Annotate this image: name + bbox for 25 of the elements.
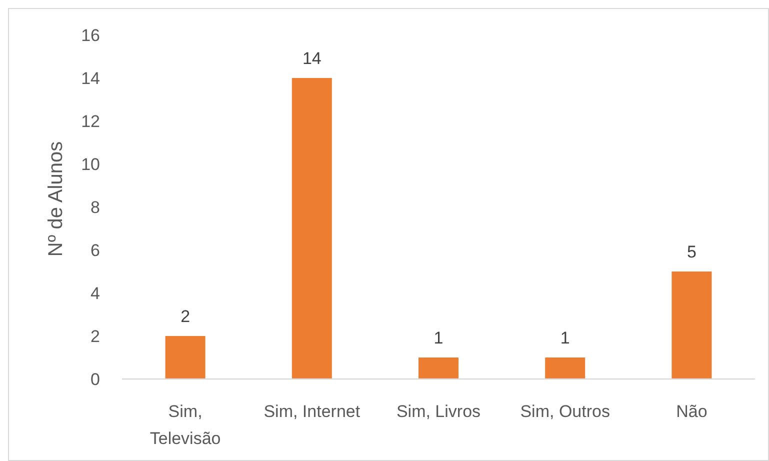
data-label: 1 [560,328,570,348]
bar [292,78,332,379]
y-tick-label: 12 [81,112,100,131]
x-tick-label: Sim, Internet [264,402,360,421]
bar [545,358,586,379]
x-tick-label: Não [676,402,708,421]
bar [165,336,206,379]
bar [418,358,458,379]
y-tick-label: 10 [81,154,100,174]
bar [672,272,712,379]
y-tick-label: 6 [90,240,100,260]
y-axis-title: Nº de Alunos [45,141,67,257]
y-tick-label: 8 [90,198,100,217]
data-label: 14 [302,49,322,68]
y-tick-label: 14 [81,68,100,88]
y-tick-label: 16 [81,26,100,45]
data-label: 2 [180,307,190,326]
x-tick-label: Sim, Televisão [150,402,221,448]
data-label: 1 [434,328,444,348]
x-tick-label: Sim, Outros [520,402,610,421]
y-tick-label: 0 [90,370,100,389]
y-tick-label: 2 [90,326,100,346]
data-label: 5 [686,242,696,262]
y-tick-label: 4 [90,284,100,303]
x-tick-label: Sim, Livros [396,402,481,421]
